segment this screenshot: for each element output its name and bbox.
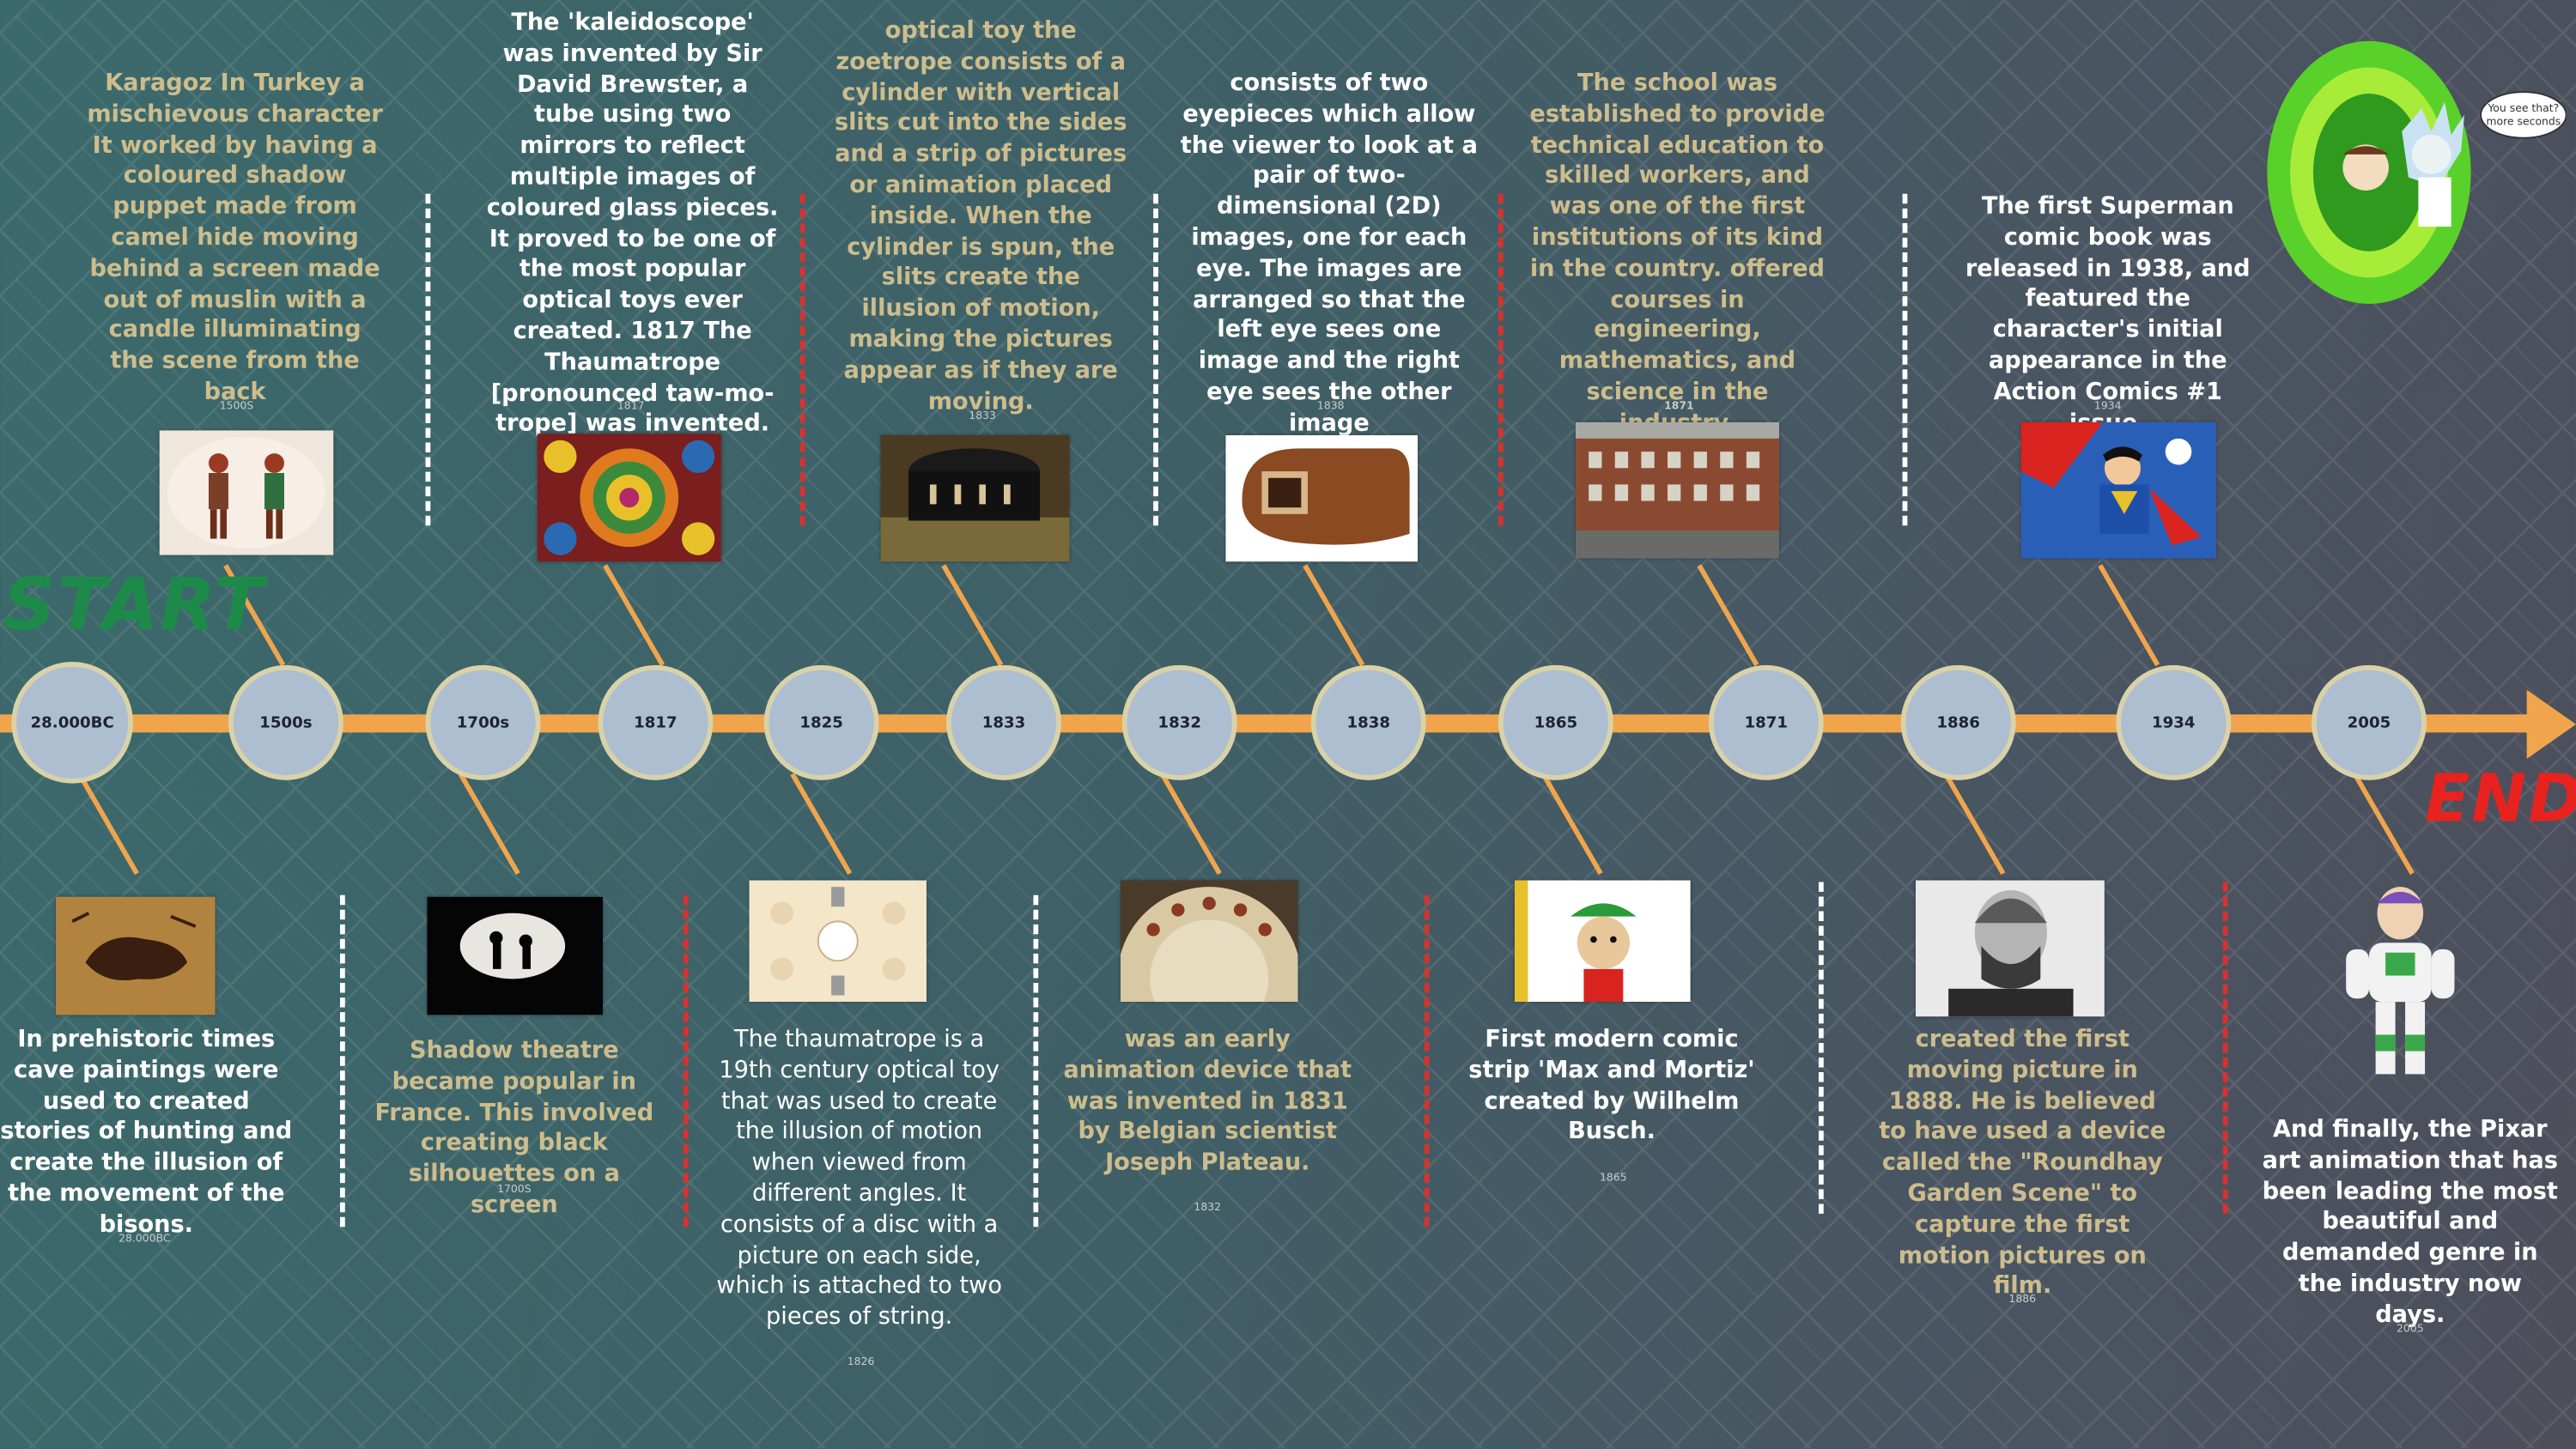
entry-text: Shadow theatre became popular in France.… bbox=[374, 1038, 654, 1219]
portal-sticker-image: You see that? more seconds bbox=[2261, 16, 2567, 304]
divider bbox=[1033, 894, 1039, 1228]
timeline-node: 1500s bbox=[228, 664, 343, 780]
entry-text: In prehistoric times cave paintings were… bbox=[0, 1026, 293, 1239]
timeline-node: 1838 bbox=[1310, 664, 1426, 780]
entry-text: The 'kaleidoscope' was invented by Sir D… bbox=[486, 9, 779, 438]
divider bbox=[1498, 193, 1504, 526]
entry-year: 1886 bbox=[2008, 1292, 2037, 1307]
entry-text: First modern comic strip 'Max and Mortiz… bbox=[1468, 1026, 1755, 1146]
entry-text: created the first moving picture in 1888… bbox=[1879, 1026, 2166, 1300]
entry-text: The first Superman comic book was releas… bbox=[1965, 193, 2251, 436]
timeline-node: 1871 bbox=[1708, 664, 1824, 780]
timeline-node: 1865 bbox=[1498, 664, 1613, 780]
entry-text: And finally, the Pixar art animation tha… bbox=[2262, 1117, 2558, 1329]
entry-year: 1832 bbox=[1194, 1200, 1222, 1214]
louis-le-prince-portrait-image bbox=[1915, 880, 2105, 1017]
timeline-node: 1825 bbox=[763, 664, 879, 780]
entry-year: 28.000BC bbox=[118, 1231, 171, 1246]
stereoscope-image bbox=[1225, 435, 1419, 562]
shadow-puppet-image bbox=[159, 430, 334, 555]
divider bbox=[1424, 894, 1430, 1228]
entry-text: consists of two eyepieces which allow th… bbox=[1180, 70, 1478, 437]
entry-year: 1865 bbox=[1600, 1171, 1627, 1185]
end-label: END bbox=[2425, 761, 2576, 838]
entry-text: was an early animation device that was i… bbox=[1063, 1026, 1352, 1177]
entry-year: 1838 bbox=[1316, 398, 1345, 413]
divider bbox=[1153, 193, 1158, 526]
shadow-theatre-image bbox=[427, 896, 604, 1016]
buzz-lightyear-image bbox=[2333, 883, 2468, 1087]
arrow-head-icon bbox=[2526, 689, 2576, 759]
divider bbox=[425, 193, 431, 526]
superman-comic-image bbox=[2020, 421, 2217, 559]
start-label: START bbox=[3, 563, 265, 647]
entry-text: The thaumatrope is a 19th century optica… bbox=[716, 1026, 1002, 1331]
thaumatrope-image bbox=[749, 880, 927, 1003]
entry-year: 1817 bbox=[617, 398, 645, 413]
school-building-image bbox=[1575, 421, 1780, 559]
divider bbox=[799, 193, 805, 526]
divider bbox=[683, 894, 689, 1228]
entry-year: 1500S bbox=[219, 398, 254, 413]
entry-year: 1871 bbox=[1664, 398, 1694, 413]
timeline-node: 1886 bbox=[1900, 664, 2016, 780]
entry-year: 1833 bbox=[969, 409, 996, 422]
timeline-node: 1700s bbox=[425, 664, 541, 780]
divider bbox=[1819, 882, 1824, 1214]
entry-year: 1934 bbox=[2093, 398, 2122, 413]
timeline-node: 2005 bbox=[2312, 664, 2427, 780]
divider bbox=[1902, 193, 1908, 526]
entry-text: Karagoz In Turkey a mischievous characte… bbox=[87, 70, 383, 406]
phenakistoscope-image bbox=[1120, 880, 1298, 1003]
kaleidoscope-image bbox=[537, 433, 721, 562]
zoetrope-image bbox=[880, 435, 1070, 562]
entry-year: 1826 bbox=[847, 1355, 875, 1368]
timeline-node: 1833 bbox=[946, 664, 1061, 780]
divider bbox=[2222, 882, 2228, 1214]
entry-year: 1700S bbox=[497, 1182, 532, 1196]
svg-text:more seconds: more seconds bbox=[2486, 114, 2561, 127]
timeline-node: 1934 bbox=[2116, 664, 2232, 780]
timeline-node: 1832 bbox=[1121, 664, 1237, 780]
sticker-speech: You see that? bbox=[2487, 101, 2559, 114]
entry-text: optical toy the zoetrope consists of a c… bbox=[834, 18, 1127, 415]
cave-painting-image bbox=[56, 896, 216, 1016]
timeline-node: 1817 bbox=[598, 664, 714, 780]
max-and-moritz-image bbox=[1515, 880, 1691, 1003]
entry-year: 2005 bbox=[2396, 1322, 2424, 1336]
divider bbox=[340, 894, 345, 1228]
entry-text: The school was established to provide te… bbox=[1529, 70, 1826, 436]
timeline-node: 28.000BC bbox=[11, 662, 133, 784]
